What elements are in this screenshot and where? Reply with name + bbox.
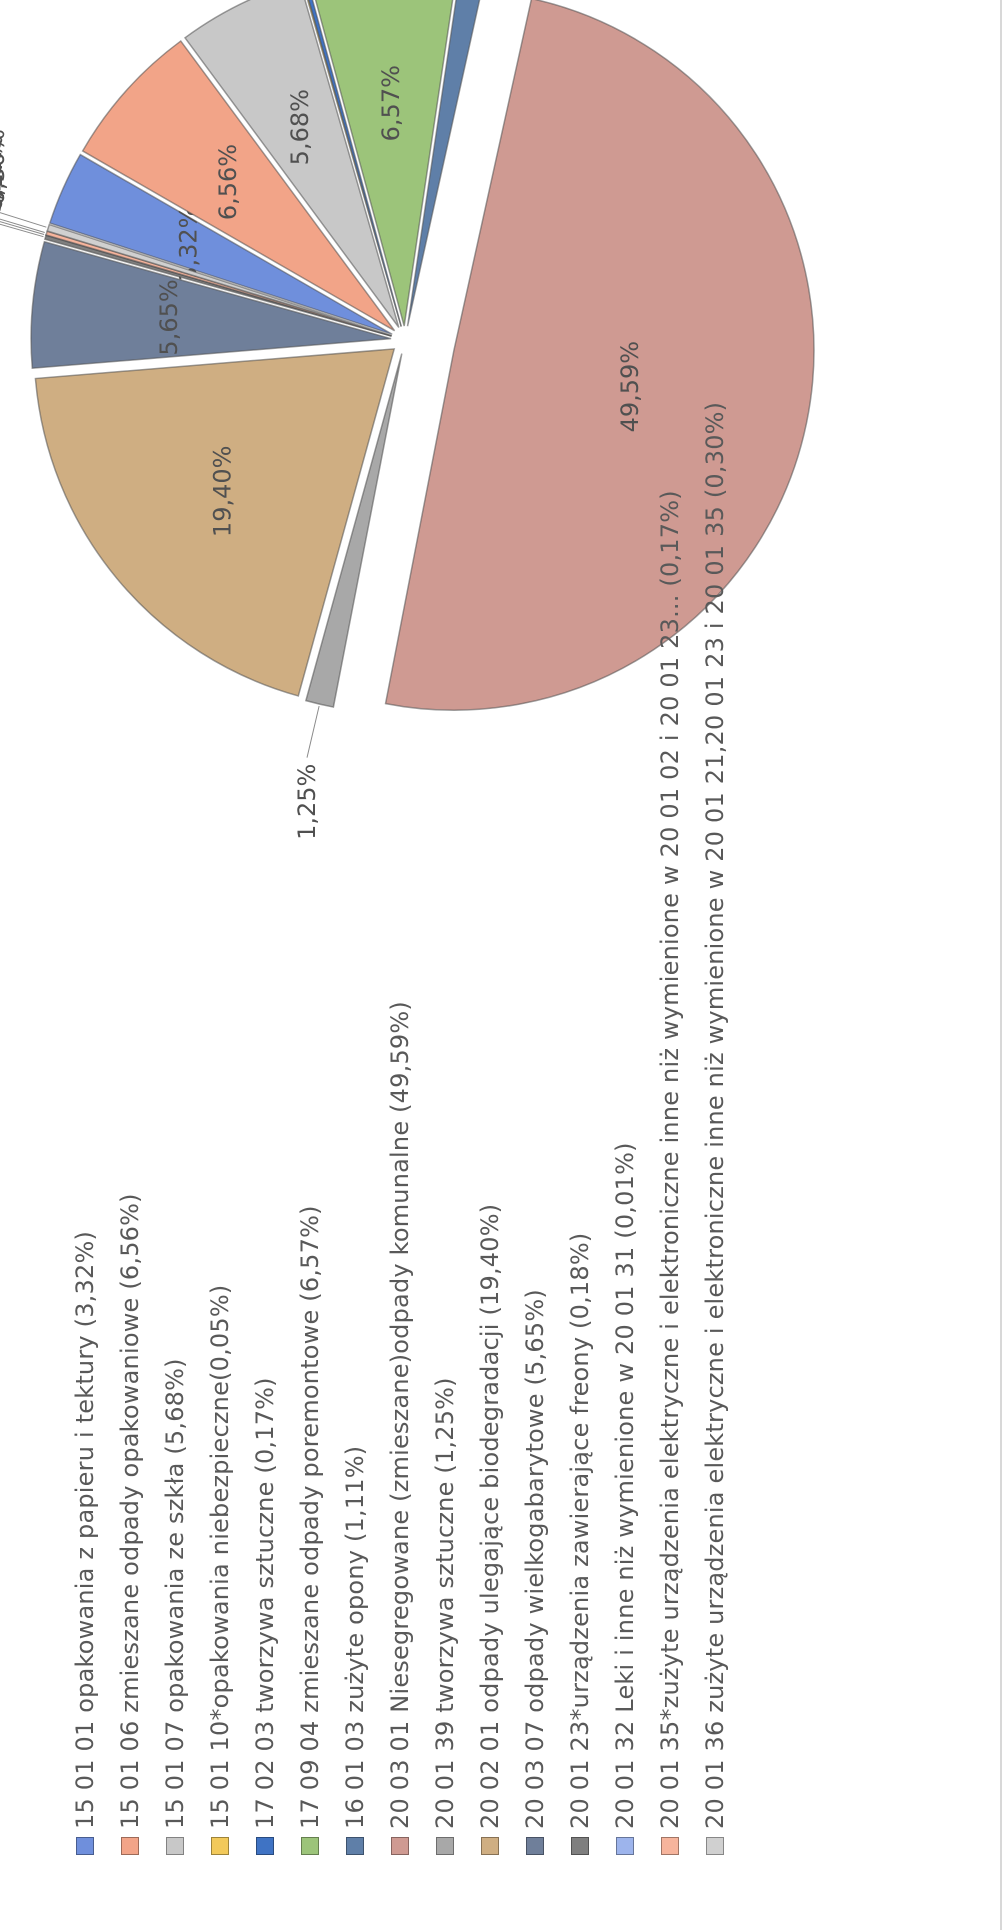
legend-item: 20 02 01 odpady ulegające biodegradacji … <box>475 1204 505 1855</box>
legend-swatch <box>616 1837 634 1855</box>
legend-item: 15 01 06 zmieszane odpady opakowaniowe (… <box>115 1193 145 1855</box>
pie-slice <box>34 348 396 697</box>
legend-swatch <box>481 1837 499 1855</box>
pie-slice <box>308 0 458 327</box>
legend-item: 20 01 39 tworzywa sztuczne (1,25%) <box>430 1377 460 1855</box>
pie-slice <box>30 240 392 370</box>
legend-swatch <box>391 1837 409 1855</box>
legend-label: 20 01 23*urządzenia zawierające freony (… <box>566 1232 594 1829</box>
legend-label: 20 02 01 odpady ulegające biodegradacji … <box>476 1203 504 1829</box>
legend-swatch <box>211 1837 229 1855</box>
slice-value-label: 6,57% <box>377 65 405 141</box>
legend-item: 20 03 01 Niesegregowane (zmieszane)odpad… <box>385 1001 415 1855</box>
pie-slice <box>81 40 396 332</box>
pie-slice <box>406 0 487 327</box>
legend-label: 15 01 01 opakowania z papieru i tektury … <box>71 1230 99 1829</box>
leader-line <box>306 705 320 758</box>
legend-swatch <box>121 1837 139 1855</box>
legend-label: 20 03 07 odpady wielkogabarytowe (5,65%) <box>521 1289 549 1829</box>
slice-value-label: 19,40% <box>208 446 236 538</box>
legend-item: 20 01 35*zużyte urządzenia elektryczne i… <box>655 490 685 1855</box>
legend-item: 15 01 07 opakowania ze szkła (5,68%) <box>160 1358 190 1855</box>
leader-line <box>0 219 45 236</box>
legend-label: 20 01 32 Leki i inne niż wymienione w 20… <box>611 1142 639 1829</box>
legend-item: 17 02 03 tworzywa sztuczne (0,17%) <box>250 1377 280 1855</box>
legend-item: 17 09 04 zmieszane odpady poremontowe (6… <box>295 1205 325 1855</box>
pie-slice <box>302 0 402 327</box>
legend-swatch <box>256 1837 274 1855</box>
legend-item: 20 01 32 Leki i inne niż wymienione w 20… <box>610 1142 640 1855</box>
legend-swatch <box>76 1837 94 1855</box>
legend-label: 15 01 10*opakowania niebezpieczne(0,05%) <box>206 1284 234 1829</box>
legend-label: 17 02 03 tworzywa sztuczne (0,17%) <box>251 1377 279 1829</box>
legend-label: 15 01 07 opakowania ze szkła (5,68%) <box>161 1358 189 1829</box>
legend-swatch <box>166 1837 184 1855</box>
pie-slice <box>304 353 403 708</box>
slice-value-label: 0,01% <box>0 137 7 213</box>
legend-label: 20 01 39 tworzywa sztuczne (1,25%) <box>431 1377 459 1829</box>
legend-item: 15 01 10*opakowania niebezpieczne(0,05%) <box>205 1285 235 1855</box>
legend-label: 20 01 35*zużyte urządzenia elektryczne i… <box>656 490 684 1829</box>
slice-value-label: 0,30% <box>0 129 10 205</box>
slice-value-label: 49,59% <box>616 341 644 433</box>
slice-value-label: 5,68% <box>286 89 314 165</box>
slice-value-label: 0,18% <box>0 140 7 216</box>
slice-value-label: 0,17% <box>0 135 8 211</box>
legend-label: 20 01 36 zużyte urządzenia elektryczne i… <box>701 401 729 1829</box>
pie-slice <box>183 0 400 328</box>
legend-label: 15 01 06 zmieszane odpady opakowaniowe (… <box>116 1193 144 1829</box>
legend-item: 20 01 36 zużyte urządzenia elektryczne i… <box>700 402 730 1855</box>
legend-label: 17 09 04 zmieszane odpady poremontowe (6… <box>296 1205 324 1829</box>
pie-slice <box>48 153 393 336</box>
leader-line <box>0 216 45 233</box>
slice-value-label: 6,56% <box>214 144 242 220</box>
pie-slice <box>46 223 392 337</box>
legend-swatch <box>436 1837 454 1855</box>
legend-item: 16 01 03 zużyte opony (1,11%) <box>340 1446 370 1855</box>
leader-line <box>0 221 44 238</box>
legend-label: 16 01 03 zużyte opony (1,11%) <box>341 1445 369 1829</box>
legend-item: 20 03 07 odpady wielkogabarytowe (5,65%) <box>520 1289 550 1855</box>
pie-slice <box>384 0 815 711</box>
slice-value-label: 5,65% <box>155 279 183 355</box>
legend-label: 20 03 01 Niesegregowane (zmieszane)odpad… <box>386 1001 414 1829</box>
legend-item: 20 01 23*urządzenia zawierające freony (… <box>565 1233 595 1855</box>
legend-swatch <box>706 1837 724 1855</box>
legend-swatch <box>346 1837 364 1855</box>
legend-swatch <box>661 1837 679 1855</box>
legend-swatch <box>526 1837 544 1855</box>
legend-item: 15 01 01 opakowania z papieru i tektury … <box>70 1231 100 1855</box>
leader-line <box>0 210 47 228</box>
legend-swatch <box>571 1837 589 1855</box>
slice-value-label: 1,25% <box>293 764 321 840</box>
legend-swatch <box>301 1837 319 1855</box>
